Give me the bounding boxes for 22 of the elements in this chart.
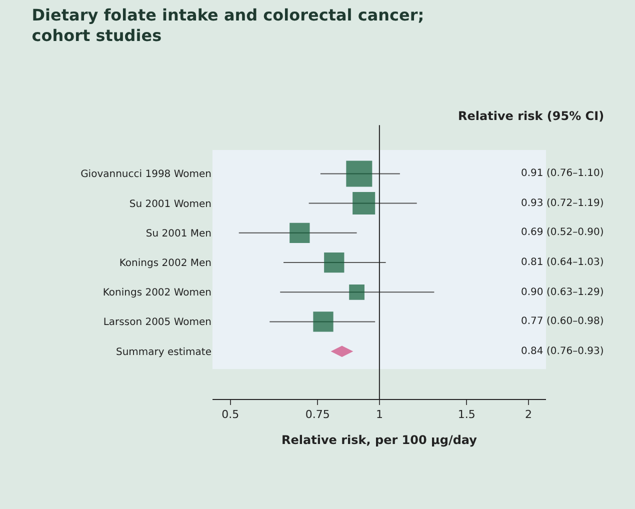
y-tick-label: Summary estimate [116,346,212,358]
y-tick-label: Konings 2002 Women [102,288,212,299]
y-tick-label: Giovannucci 1998 Women [80,169,212,180]
x-tick-label: 0.75 [305,408,330,422]
y-tick-label: Su 2001 Women [129,198,212,210]
y-tick-label: Larsson 2005 Women [103,317,212,328]
annotation: 0.81 (0.64–1.03) [521,257,604,268]
annotation: 0.90 (0.63–1.29) [521,287,604,298]
annotation: 0.91 (0.76–1.10) [521,168,604,179]
x-tick-label: 1 [376,408,383,422]
annotation: 0.77 (0.60–0.98) [521,316,604,327]
annotation: 0.84 (0.76–0.93) [521,346,604,357]
y-tick-label: Su 2001 Men [146,228,212,240]
x-tick-label: 0.5 [222,408,240,422]
text: Relative risk (95% CI) [458,109,604,123]
annotation: 0.93 (0.72–1.19) [521,198,604,209]
x-axis-title: Relative risk, per 100 μg/day [282,433,478,448]
chart-title: Dietary folate intake and colorectal cancer; cohort studies [32,5,424,46]
x-tick-label: 1.5 [458,408,476,422]
x-tick-label: 2 [524,408,532,422]
annotation: 0.69 (0.52–0.90) [521,227,604,238]
y-tick-label: Konings 2002 Men [119,258,212,270]
